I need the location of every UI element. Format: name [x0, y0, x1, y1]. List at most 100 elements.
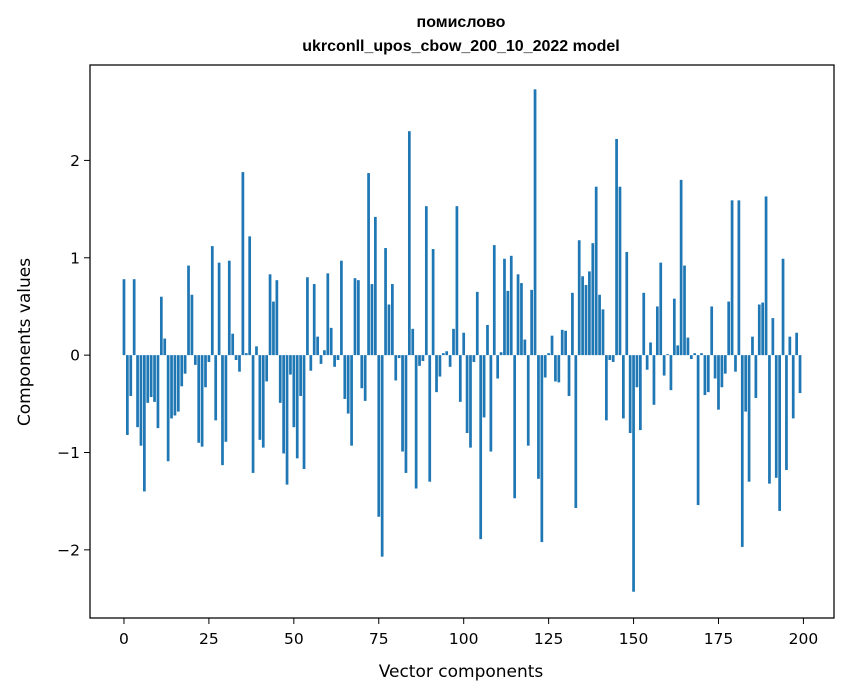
bar-151 — [635, 355, 639, 388]
bar-180 — [734, 355, 737, 372]
bar-96 — [448, 355, 452, 367]
bar-152 — [639, 355, 642, 431]
bar-131 — [567, 355, 571, 397]
bar-82 — [401, 355, 404, 452]
bar-125 — [547, 353, 550, 356]
bar-116 — [516, 274, 520, 356]
bar-126 — [550, 335, 554, 356]
bar-37 — [248, 236, 252, 356]
bar-184 — [747, 355, 751, 482]
chart-title: помислово ukrconll_upos_cbow_200_10_2022… — [302, 14, 619, 55]
bar-135 — [581, 276, 584, 356]
bar-47 — [282, 355, 285, 454]
bar-179 — [730, 200, 734, 356]
bar-181 — [737, 200, 741, 356]
bar-80 — [394, 355, 398, 381]
bar-81 — [397, 355, 401, 359]
x-tick-label: 150 — [619, 630, 649, 648]
bar-33 — [234, 355, 238, 360]
bar-197 — [791, 355, 795, 419]
bar-41 — [261, 355, 265, 448]
bar-64 — [340, 260, 343, 356]
y-axis-ticks: −2 −1 0 1 2 — [57, 152, 90, 559]
bar-28 — [217, 262, 221, 356]
bar-163 — [676, 345, 680, 356]
bar-109 — [492, 245, 496, 356]
x-tick-label: 200 — [789, 630, 819, 648]
bar-129 — [560, 329, 564, 356]
bar-50 — [292, 355, 296, 428]
bar-67 — [350, 355, 353, 446]
bar-36 — [244, 353, 248, 356]
bar-111 — [499, 352, 503, 356]
bar-167 — [689, 355, 693, 360]
bar-23 — [200, 355, 204, 447]
bar-118 — [523, 339, 527, 356]
bar-103 — [472, 355, 476, 362]
bar-158 — [659, 262, 663, 356]
bar-35 — [241, 172, 245, 356]
bar-119 — [526, 355, 530, 446]
bar-88 — [421, 355, 425, 361]
bar-18 — [183, 355, 187, 374]
bar-138 — [591, 243, 595, 356]
bar-21 — [193, 355, 197, 365]
bar-8 — [149, 355, 153, 397]
bar-63 — [336, 355, 340, 360]
x-tick-label: 75 — [369, 630, 389, 648]
bar-45 — [275, 280, 279, 356]
bar-86 — [414, 355, 418, 489]
bar-170 — [700, 353, 703, 356]
bar-165 — [683, 265, 686, 356]
bar-143 — [608, 355, 612, 360]
bar-161 — [669, 355, 673, 391]
bar-150 — [632, 355, 635, 592]
bar-175 — [717, 355, 720, 410]
bar-13 — [166, 355, 170, 462]
bar-6 — [143, 355, 146, 492]
bar-71 — [363, 355, 367, 401]
bar-185 — [751, 336, 754, 356]
bar-168 — [693, 353, 697, 356]
bar-29 — [221, 355, 224, 466]
bar-147 — [622, 355, 625, 419]
x-tick-label: 175 — [704, 630, 734, 648]
y-tick-label: 1 — [70, 249, 80, 267]
bar-57 — [316, 336, 319, 356]
bar-156 — [652, 355, 656, 405]
bar-46 — [278, 355, 282, 403]
bar-17 — [180, 355, 184, 387]
bar-72 — [367, 173, 370, 356]
bar-154 — [645, 355, 649, 370]
y-tick-label: 0 — [70, 347, 80, 365]
bar-85 — [411, 328, 415, 356]
bar-178 — [727, 301, 731, 356]
bar-174 — [713, 355, 717, 379]
bar-173 — [710, 306, 714, 356]
bar-196 — [788, 336, 792, 356]
bar-182 — [740, 355, 744, 547]
bar-187 — [757, 304, 761, 356]
bar-99 — [458, 355, 462, 402]
bar-26 — [210, 246, 214, 356]
x-axis-ticks: 0 25 50 75 100 125 150 175 200 — [119, 618, 818, 648]
bar-38 — [251, 355, 255, 473]
bar-191 — [771, 318, 775, 356]
bar-188 — [761, 302, 765, 356]
bar-157 — [655, 306, 659, 356]
bar-155 — [649, 342, 652, 356]
bar-141 — [601, 309, 605, 356]
bar-169 — [696, 355, 700, 506]
bar-40 — [258, 355, 262, 440]
bar-77 — [384, 248, 387, 356]
bar-16 — [176, 355, 180, 412]
bar-166 — [686, 337, 690, 356]
bar-113 — [506, 290, 510, 356]
bar-11 — [159, 296, 163, 356]
bar-30 — [224, 355, 228, 442]
bar-106 — [482, 355, 486, 418]
bar-94 — [441, 353, 445, 356]
bar-69 — [357, 280, 360, 356]
bar-51 — [295, 355, 299, 459]
bar-44 — [272, 301, 275, 356]
